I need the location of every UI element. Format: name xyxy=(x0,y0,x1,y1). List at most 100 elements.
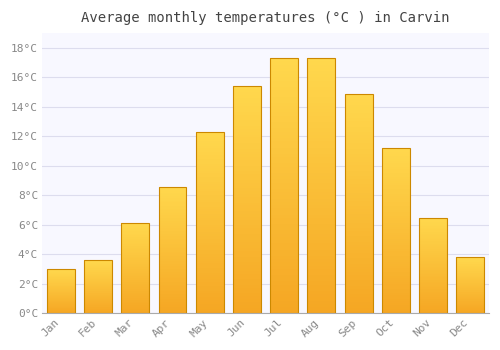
Bar xyxy=(419,298,447,299)
Bar xyxy=(122,312,150,313)
Bar xyxy=(84,260,112,261)
Bar xyxy=(122,296,150,298)
Bar xyxy=(84,286,112,287)
Bar xyxy=(308,157,336,160)
Bar xyxy=(382,247,410,249)
Bar xyxy=(233,112,261,115)
Bar xyxy=(344,215,372,217)
Bar xyxy=(84,276,112,277)
Bar xyxy=(84,261,112,262)
Bar xyxy=(158,223,186,225)
Bar xyxy=(456,307,484,308)
Bar xyxy=(382,173,410,175)
Bar xyxy=(270,125,298,128)
Bar xyxy=(419,262,447,263)
Bar xyxy=(196,232,224,234)
Bar xyxy=(47,281,75,282)
Bar xyxy=(270,240,298,243)
Bar xyxy=(233,220,261,223)
Bar xyxy=(308,103,336,106)
Bar xyxy=(196,218,224,220)
Bar xyxy=(419,268,447,269)
Bar xyxy=(456,285,484,286)
Bar xyxy=(158,288,186,289)
Bar xyxy=(196,173,224,175)
Bar xyxy=(84,311,112,312)
Bar xyxy=(382,156,410,159)
Bar xyxy=(456,266,484,267)
Bar xyxy=(456,290,484,291)
Bar xyxy=(382,243,410,245)
Bar xyxy=(158,289,186,291)
Bar xyxy=(233,217,261,220)
Bar xyxy=(158,277,186,279)
Bar xyxy=(196,187,224,189)
Bar xyxy=(233,203,261,205)
Bar xyxy=(419,299,447,300)
Bar xyxy=(419,245,447,246)
Bar xyxy=(419,247,447,248)
Bar xyxy=(47,309,75,310)
Bar xyxy=(308,240,336,243)
Bar xyxy=(270,180,298,183)
Bar xyxy=(47,285,75,286)
Bar xyxy=(344,308,372,310)
Bar xyxy=(270,71,298,74)
Bar xyxy=(47,303,75,304)
Bar xyxy=(382,245,410,247)
Bar xyxy=(233,169,261,172)
Bar xyxy=(382,241,410,243)
Bar xyxy=(158,239,186,240)
Bar xyxy=(158,262,186,264)
Bar xyxy=(122,240,150,241)
Bar xyxy=(308,160,336,163)
Bar xyxy=(122,230,150,231)
Bar xyxy=(382,295,410,297)
Bar xyxy=(344,278,372,280)
Bar xyxy=(158,202,186,204)
Bar xyxy=(382,229,410,231)
Bar xyxy=(382,159,410,161)
Bar xyxy=(382,274,410,276)
Bar xyxy=(84,262,112,263)
Bar xyxy=(308,234,336,237)
Bar xyxy=(456,286,484,287)
Bar xyxy=(196,311,224,313)
Bar xyxy=(308,230,336,234)
Bar xyxy=(196,270,224,273)
Bar xyxy=(122,307,150,308)
Bar xyxy=(122,237,150,238)
Bar xyxy=(308,288,336,291)
Bar xyxy=(456,292,484,293)
Bar xyxy=(308,189,336,192)
Bar xyxy=(308,128,336,132)
Bar xyxy=(419,287,447,288)
Bar xyxy=(270,132,298,135)
Bar xyxy=(344,242,372,245)
Bar xyxy=(196,259,224,261)
Bar xyxy=(456,296,484,297)
Bar xyxy=(419,274,447,275)
Bar xyxy=(158,228,186,229)
Bar xyxy=(344,286,372,289)
Bar xyxy=(456,289,484,290)
Bar xyxy=(158,298,186,299)
Bar xyxy=(84,283,112,284)
Bar xyxy=(233,86,261,313)
Bar xyxy=(233,239,261,243)
Bar xyxy=(419,234,447,236)
Bar xyxy=(122,281,150,282)
Bar xyxy=(84,282,112,283)
Bar xyxy=(270,62,298,65)
Bar xyxy=(122,271,150,272)
Bar xyxy=(196,234,224,236)
Bar xyxy=(419,273,447,274)
Bar xyxy=(47,308,75,309)
Bar xyxy=(382,290,410,293)
Bar xyxy=(233,157,261,160)
Bar xyxy=(270,294,298,297)
Bar xyxy=(122,266,150,267)
Bar xyxy=(196,157,224,159)
Bar xyxy=(233,149,261,152)
Bar xyxy=(158,312,186,313)
